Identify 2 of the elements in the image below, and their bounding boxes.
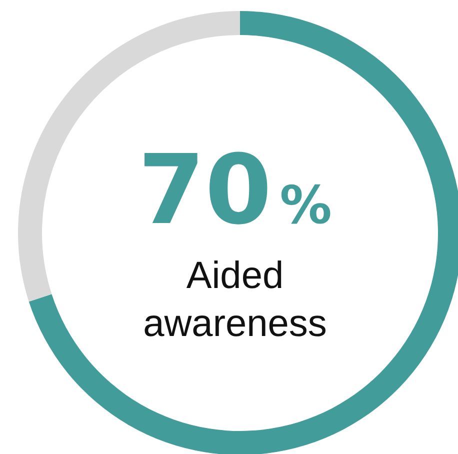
text: Aided awareness (143, 255, 327, 345)
data-label: 70% (138, 134, 332, 246)
